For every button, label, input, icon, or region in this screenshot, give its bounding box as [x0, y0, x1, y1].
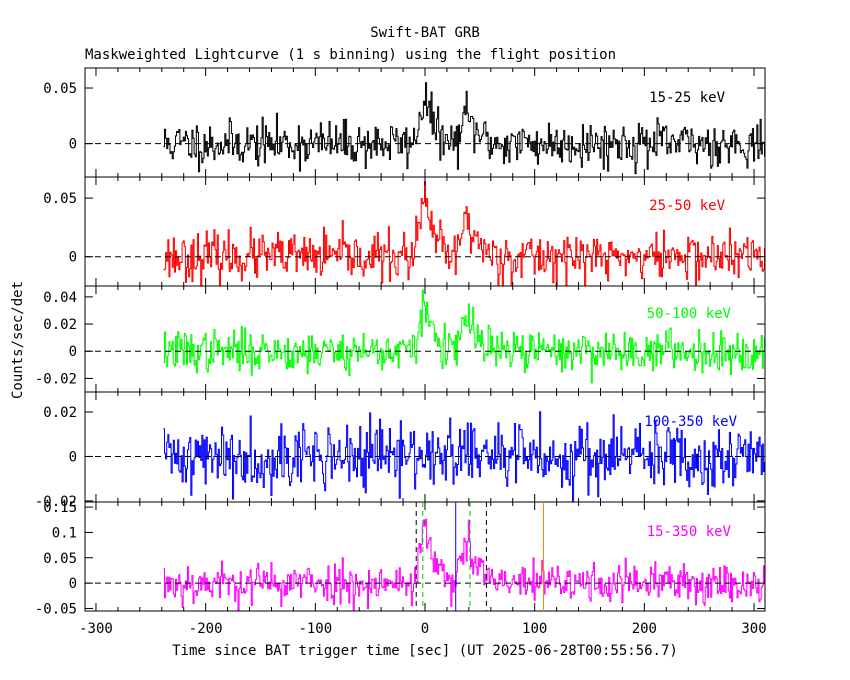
chart-title: Swift-BAT GRB [370, 25, 480, 41]
band-label-1: 25-50 keV [649, 198, 725, 214]
y-tick-label: 0 [69, 576, 77, 592]
lightcurve-1 [163, 181, 766, 287]
lightcurve-0 [163, 82, 766, 175]
panel-frame-3 [84, 391, 766, 503]
x-tick-label: -200 [189, 621, 223, 637]
y-tick-label: 0.02 [43, 405, 77, 421]
lightcurve-4 [163, 518, 766, 612]
chart-subtitle: Maskweighted Lightcurve (1 s binning) us… [85, 47, 616, 63]
x-tick-label: -100 [298, 621, 332, 637]
y-tick-label: 0 [69, 449, 77, 465]
y-tick-label: 0.05 [43, 191, 77, 207]
y-tick-label: 0 [69, 137, 77, 153]
panel-1: 0 0.05 25-50 keV [43, 176, 766, 287]
y-tick-label: -0.02 [35, 494, 77, 510]
band-label-0: 15-25 keV [649, 90, 725, 106]
panel-frame-4 [84, 501, 766, 612]
y-tick-label: 0 [69, 250, 77, 266]
panel-0: 0 0.05 15-25 keV [43, 67, 766, 178]
y-tick-label: 0.1 [52, 525, 77, 541]
x-tick-label: 100 [522, 621, 547, 637]
x-tick-label: 0 [421, 621, 429, 637]
y-tick-label: -0.02 [35, 371, 77, 387]
x-axis-label: Time since BAT trigger time [sec] (UT 20… [172, 643, 678, 659]
panels-group: 0 0.05 15-25 keV 0 0.05 25-50 keV -0.02 0 0.02 0.… [35, 67, 767, 637]
lightcurve-3 [163, 411, 766, 503]
y-tick-label: 0.05 [43, 81, 77, 97]
x-tick-label: -300 [79, 621, 113, 637]
y-tick-label: -0.05 [35, 601, 77, 617]
y-tick-label: 0.15 [43, 500, 77, 516]
band-label-3: 100-350 keV [644, 414, 737, 430]
band-label-4: 15-350 keV [647, 524, 732, 540]
panel-4: -0.05 0 0.05 0.1 0.15 15-350 keV [35, 500, 766, 617]
y-tick-label: 0.02 [43, 317, 77, 333]
panel-2: -0.02 0 0.02 0.04 50-100 keV [35, 285, 766, 393]
y-tick-label: 0.04 [43, 290, 77, 306]
y-axis-label: Counts/sec/det [10, 281, 26, 399]
y-tick-label: 0 [69, 344, 77, 360]
x-tick-label: 300 [741, 621, 766, 637]
panel-3: -0.02 0 0.02 100-350 keV [35, 391, 766, 510]
band-label-2: 50-100 keV [647, 306, 732, 322]
y-tick-label: 0.05 [43, 551, 77, 567]
x-tick-label: 200 [632, 621, 657, 637]
lightcurve-2 [163, 289, 766, 384]
